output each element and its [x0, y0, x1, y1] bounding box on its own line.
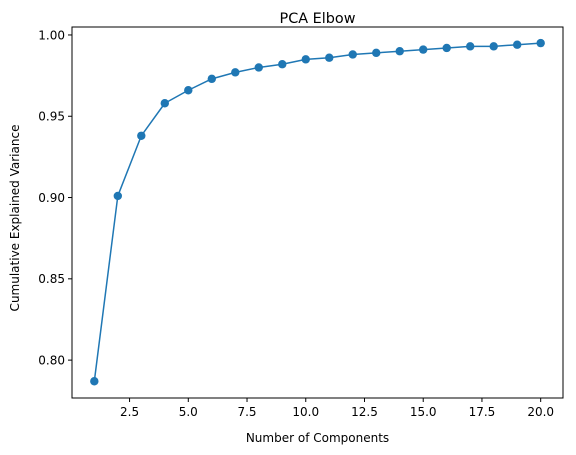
data-point-20 [536, 38, 545, 48]
x-tick-label: 17.5 [469, 405, 496, 419]
x-axis-label: Number of Components [246, 431, 389, 445]
data-point-19 [512, 40, 522, 49]
plot-frame [71, 26, 564, 399]
data-point-16 [442, 43, 451, 53]
data-point-1 [90, 377, 99, 386]
plot-area [90, 38, 545, 386]
y-tick-label: 0.85 [38, 272, 65, 286]
data-point-10 [301, 55, 310, 64]
y-axis-ticks: 0.80 0.85 0.90 0.95 1.00 [38, 28, 72, 367]
y-tick-label: 0.95 [38, 110, 65, 124]
data-point-9 [278, 60, 287, 69]
data-point-15 [419, 45, 428, 54]
data-point-14 [395, 47, 404, 56]
data-point-4 [160, 99, 169, 108]
data-point-2 [113, 191, 123, 201]
chart-title: PCA Elbow [280, 11, 356, 27]
y-axis-label: Cumulative Explained Variance [8, 125, 22, 312]
data-point-18 [489, 42, 498, 51]
y-tick-label: 1.00 [38, 28, 65, 42]
data-point-11 [325, 53, 334, 62]
x-tick-label: 15.0 [410, 405, 437, 419]
x-tick-label: 20.0 [527, 405, 554, 419]
data-point-8 [254, 63, 263, 72]
x-tick-label: 10.0 [292, 405, 319, 419]
y-tick-label: 0.80 [38, 353, 65, 367]
x-tick-label: 5.0 [179, 405, 198, 419]
data-point-13 [372, 48, 381, 58]
data-point-7 [231, 68, 240, 77]
data-point-6 [207, 74, 216, 84]
x-tick-label: 12.5 [351, 405, 378, 419]
data-point-3 [137, 131, 146, 140]
data-point-5 [184, 86, 193, 95]
y-tick-label: 0.90 [38, 191, 65, 205]
data-point-12 [348, 50, 357, 59]
x-tick-label: 7.5 [237, 405, 256, 419]
data-point-17 [466, 42, 475, 51]
x-tick-label: 2.5 [120, 405, 139, 419]
x-axis-ticks: 2.5 5.0 7.5 10.0 12.5 15.0 17.5 20.0 [120, 398, 554, 419]
